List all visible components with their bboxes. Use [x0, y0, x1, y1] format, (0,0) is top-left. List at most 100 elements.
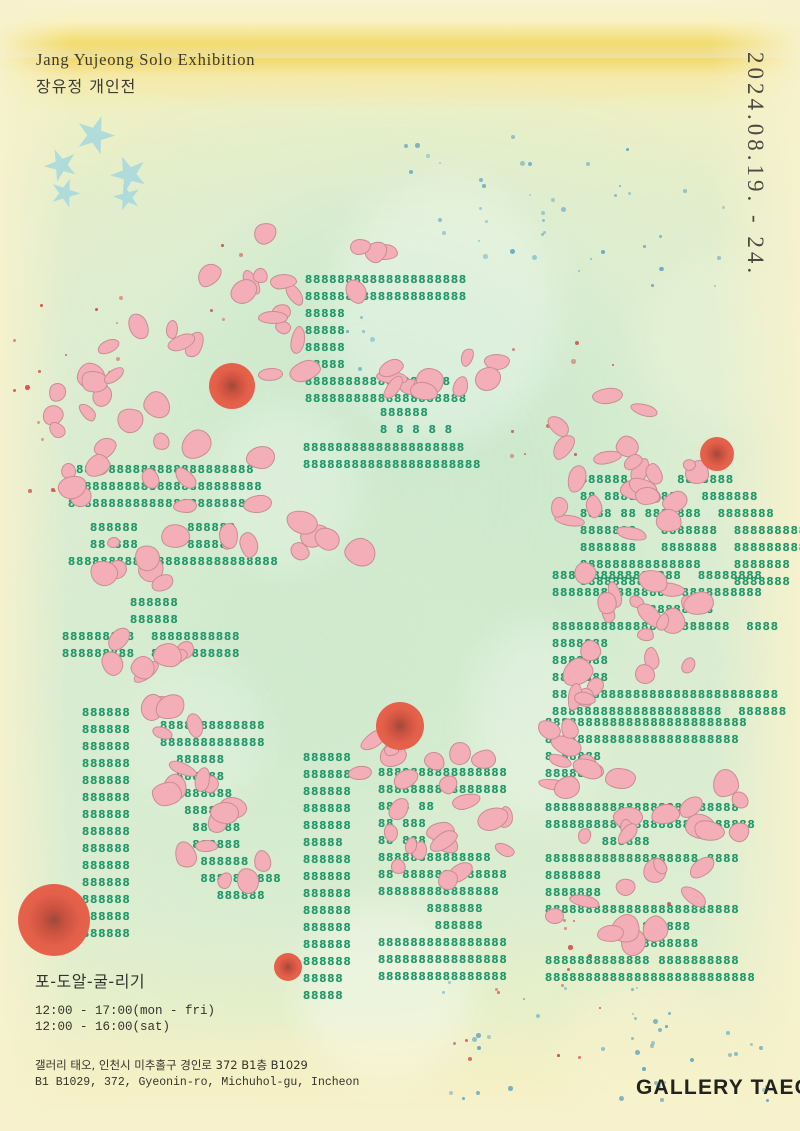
- scatter-dot: [468, 1057, 472, 1061]
- scatter-dot: [95, 308, 99, 312]
- scatter-dot: [221, 244, 224, 247]
- scatter-dot: [462, 1097, 466, 1101]
- scatter-dot: [634, 1017, 637, 1020]
- scatter-dot: [28, 489, 32, 493]
- scatter-dot: [663, 1081, 667, 1085]
- scatter-dot: [13, 339, 16, 342]
- exhibition-title-english: Jang Yujeong Solo Exhibition: [36, 50, 256, 69]
- scatter-dot: [574, 453, 577, 456]
- scatter-dot: [654, 1081, 658, 1085]
- ascii-art-block: 888888 888888: [130, 596, 179, 627]
- scatter-dot: [210, 309, 213, 312]
- gallery-address: 갤러리 태오, 인천시 미추홀구 경인로 372 B1층 B1029 B1 B1…: [35, 1057, 359, 1091]
- scatter-dot: [690, 1058, 695, 1063]
- scatter-dot: [487, 1035, 491, 1039]
- scatter-dot: [476, 1091, 480, 1095]
- scatter-dot: [404, 144, 408, 148]
- scatter-dot: [119, 296, 123, 300]
- scatter-dot: [750, 1043, 754, 1047]
- scatter-dot: [541, 233, 545, 237]
- scatter-dot: [239, 253, 243, 257]
- red-circle: [700, 437, 734, 471]
- scatter-dot: [346, 330, 349, 333]
- scatter-dot: [564, 987, 568, 991]
- scatter-dot: [722, 206, 726, 210]
- scatter-dot: [563, 919, 567, 923]
- gallery-logo: GALLERY TAEO: [636, 1076, 800, 1099]
- scatter-dot: [665, 1025, 668, 1028]
- scatter-dot: [65, 354, 68, 357]
- scatter-dot: [575, 341, 580, 346]
- address-english: B1 B1029, 372, Gyeonin-ro, Michuhol-gu, …: [35, 1076, 360, 1089]
- scatter-dot: [628, 192, 631, 195]
- scatter-dot: [448, 981, 452, 985]
- scatter-dot: [668, 1012, 672, 1016]
- scatter-dot: [477, 1046, 481, 1050]
- scatter-dot: [511, 135, 515, 139]
- hours-saturday: 12:00 - 16:00(sat): [35, 1020, 171, 1034]
- scatter-dot: [13, 389, 17, 393]
- ascii-art-block: 888888 8 8 8 8 8: [380, 406, 453, 437]
- red-circle: [376, 702, 424, 750]
- scatter-dot: [497, 991, 500, 994]
- ascii-art-block: 888888 888888 888888 888888 888888 88888…: [303, 751, 352, 1003]
- scatter-dot: [765, 1085, 770, 1090]
- ascii-art-block: 88888888888888888888888 8888888888888888…: [68, 463, 271, 511]
- scatter-dot: [656, 1084, 661, 1089]
- scatter-dot: [714, 285, 717, 288]
- scatter-dot: [442, 231, 446, 235]
- scatter-dot: [485, 220, 488, 223]
- scatter-dot: [479, 207, 482, 210]
- scatter-dot: [651, 284, 655, 288]
- scatter-dot: [541, 211, 546, 216]
- address-korean: 갤러리 태오, 인천시 미추홀구 경인로 372 B1층 B1029: [35, 1058, 308, 1072]
- scatter-dot: [524, 453, 527, 456]
- scatter-dot: [728, 1053, 733, 1058]
- scatter-dot: [766, 1099, 769, 1102]
- scatter-dot: [568, 945, 573, 950]
- ascii-art-block: 88888888888888888888 8888888888888888888…: [303, 441, 482, 472]
- opening-hours: 12:00 - 17:00(mon - fri) 12:00 - 16:00(s…: [35, 1003, 215, 1035]
- scatter-dot: [478, 240, 481, 243]
- scatter-dot: [426, 154, 430, 158]
- scatter-dot: [659, 267, 663, 271]
- scatter-dot: [510, 249, 515, 254]
- scatter-dot: [439, 162, 442, 165]
- scatter-dot: [495, 988, 498, 991]
- scatter-dot: [636, 987, 639, 990]
- scatter-dot: [588, 954, 592, 958]
- scatter-dot: [635, 1050, 640, 1055]
- scatter-dot: [619, 185, 622, 188]
- scatter-dot: [614, 194, 618, 198]
- scatter-dot: [551, 198, 556, 203]
- scatter-dot: [660, 1098, 664, 1102]
- scatter-dot: [561, 984, 564, 987]
- pink-blob: [635, 487, 660, 505]
- scatter-dot: [479, 178, 484, 183]
- exhibition-date: 2024.08.19. - 24.: [743, 52, 768, 278]
- scatter-dot: [561, 207, 566, 212]
- scatter-dot: [543, 231, 546, 234]
- ascii-art-block: 888888 888888 888888 888888 888888 88888…: [82, 706, 131, 941]
- scatter-dot: [564, 927, 567, 930]
- scatter-dot: [542, 219, 546, 223]
- pink-blob: [604, 767, 637, 790]
- pink-blob: [258, 311, 288, 324]
- scatter-dot: [619, 1096, 624, 1101]
- scatter-dot: [658, 1028, 663, 1033]
- scatter-dot: [643, 245, 646, 248]
- scatter-dot: [578, 270, 581, 273]
- scatter-dot: [631, 988, 635, 992]
- scatter-dot: [37, 421, 41, 425]
- scatter-dot: [578, 1056, 581, 1059]
- scatter-dot: [116, 357, 120, 361]
- scatter-dot: [529, 194, 532, 197]
- pink-blob: [173, 499, 197, 513]
- scatter-dot: [409, 170, 414, 175]
- scatter-dot: [659, 235, 663, 239]
- scatter-dot: [360, 316, 363, 319]
- scatter-dot: [520, 161, 525, 166]
- scatter-dot: [523, 998, 526, 1001]
- scatter-dot: [370, 337, 375, 342]
- scatter-dot: [536, 1014, 540, 1018]
